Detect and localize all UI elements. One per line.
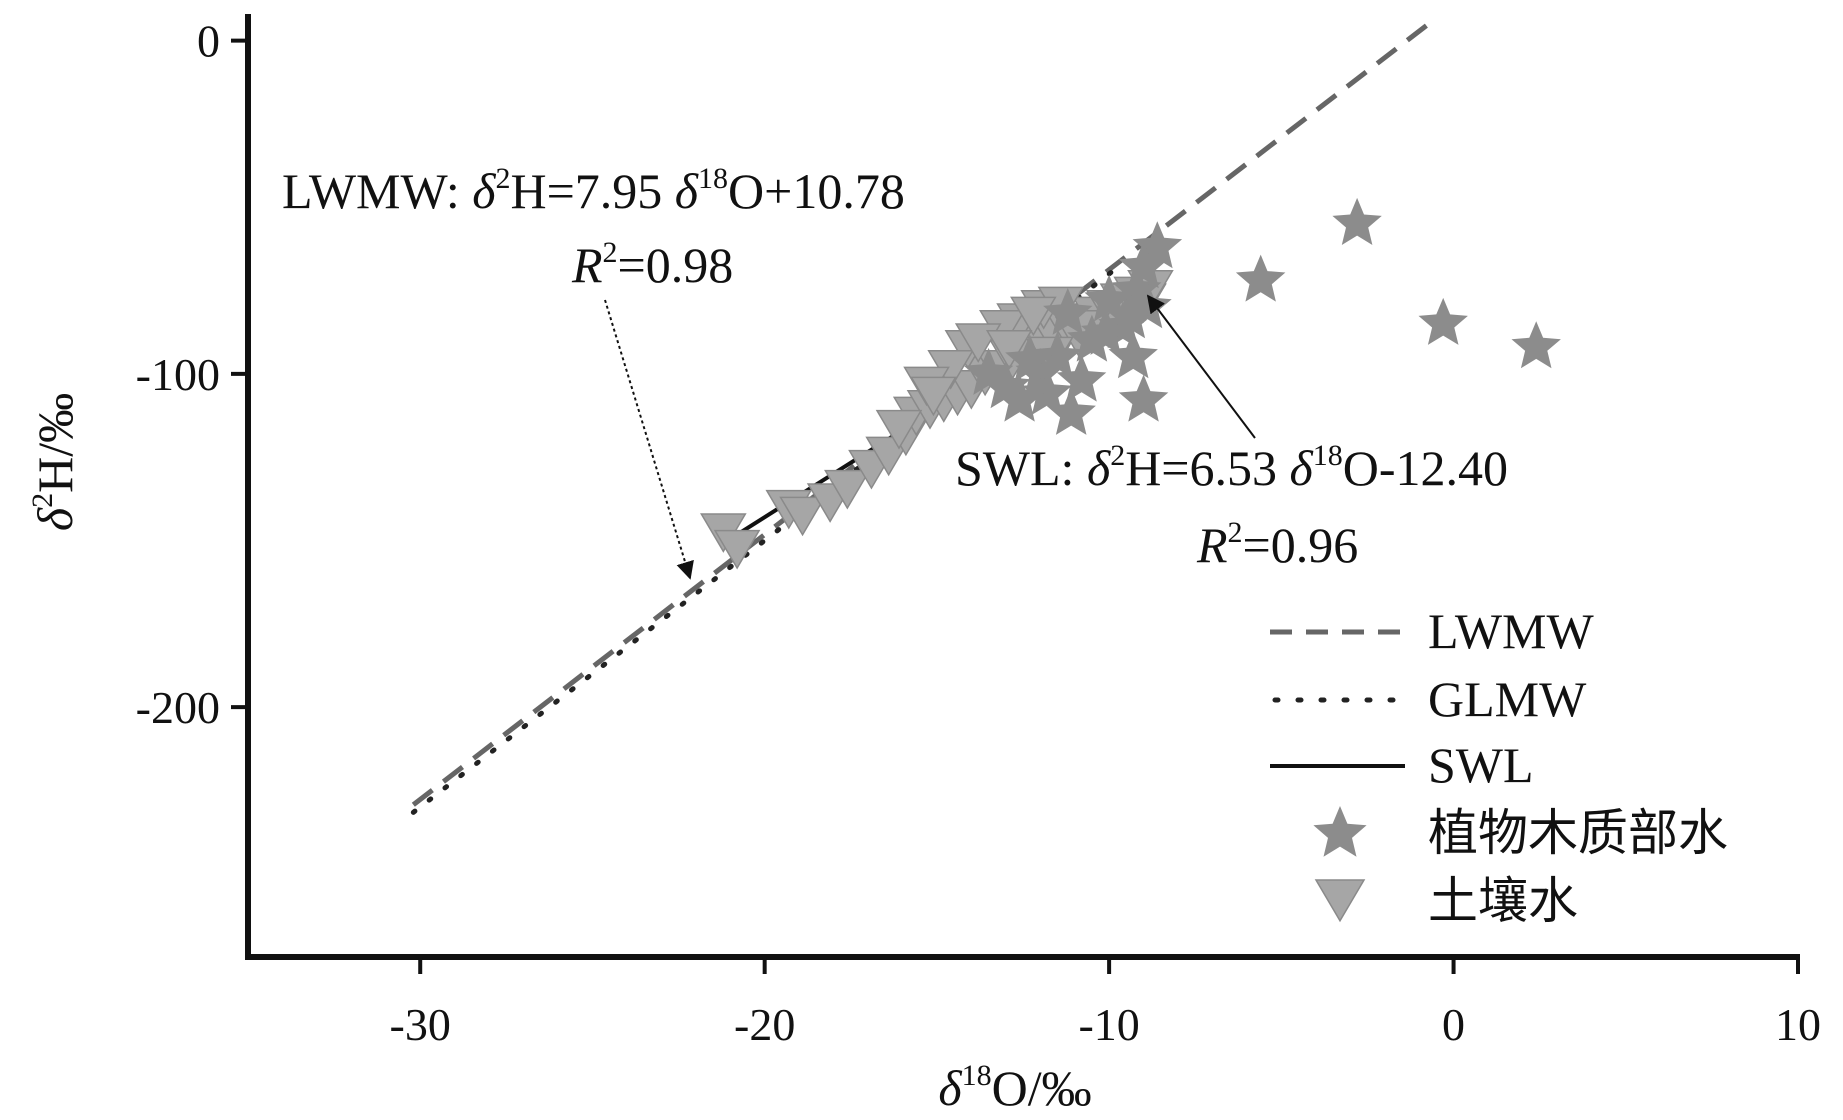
legend-star-marker — [1313, 806, 1367, 857]
svg-text:LWMW: δ2H=7.95 δ18O+10.78: LWMW: δ2H=7.95 δ18O+10.78 — [282, 162, 905, 219]
x-tick-label: 0 — [1442, 999, 1465, 1050]
soil-water-point — [824, 469, 871, 510]
legend-label-lwmw: LWMW — [1428, 603, 1594, 659]
stem-water-point — [994, 374, 1045, 422]
x-tick-label: -30 — [390, 999, 451, 1050]
legend-item-stem-water: 植物木质部水 — [1313, 805, 1728, 861]
stem-water-point — [963, 347, 1014, 395]
svg-text:SWL: δ2H=6.53 δ18O-12.40: SWL: δ2H=6.53 δ18O-12.40 — [955, 439, 1508, 496]
swl-equation-annotation: SWL: δ2H=6.53 δ18O-12.40 R2=0.96 — [955, 294, 1508, 573]
legend-item-swl: SWL — [1270, 737, 1534, 793]
stem-water-point — [1108, 331, 1158, 379]
legend-label-swl: SWL — [1428, 737, 1534, 793]
stem-water-point — [1118, 241, 1169, 289]
y-tick-label: -100 — [136, 349, 220, 400]
legend-triangle-shape — [1314, 879, 1366, 923]
svg-text:R2=0.96: R2=0.96 — [1196, 516, 1358, 573]
legend-star-shape — [1313, 806, 1367, 857]
lwmw-pointer-arrow — [604, 299, 694, 580]
stem-water-point — [1235, 254, 1286, 302]
y-tick-label: -200 — [136, 682, 220, 733]
stem-water-point — [1332, 197, 1382, 245]
legend: LWMW GLMW SWL 植物木质部水 土壤水 — [1270, 603, 1728, 929]
x-tick-label: -20 — [734, 999, 795, 1050]
stem-water-point — [1511, 321, 1561, 369]
soil-water-point — [910, 376, 957, 417]
x-axis-title: δ18O/‰ — [938, 1059, 1091, 1116]
stem-water-point — [1118, 374, 1169, 422]
lwmw-equation-annotation: LWMW: δ2H=7.95 δ18O+10.78 R2=0.98 — [282, 162, 905, 580]
y-tick-label: 0 — [197, 16, 220, 67]
legend-label-soil-water: 土壤水 — [1428, 873, 1578, 929]
line-lwmw — [411, 18, 1435, 807]
legend-label-glmw: GLMW — [1428, 671, 1587, 727]
stem-water-point — [1056, 354, 1107, 402]
data-points — [700, 197, 1561, 570]
legend-item-glmw: GLMW — [1272, 671, 1587, 727]
legend-item-lwmw: LWMW — [1270, 603, 1594, 659]
soil-water-point — [985, 329, 1033, 370]
stem-water-point — [1022, 367, 1072, 415]
x-tick-label: 10 — [1775, 999, 1821, 1050]
soil-water-point — [713, 529, 761, 570]
y-ticks: 0 -100 -200 — [136, 16, 248, 733]
stem-water-point — [1005, 334, 1055, 382]
y-axis-title: δ2H/‰ — [26, 393, 83, 531]
stem-water-point — [1043, 287, 1093, 335]
stem-water-point — [1046, 387, 1096, 435]
svg-text:R2=0.98: R2=0.98 — [571, 236, 733, 293]
swl-pointer-arrow — [1146, 294, 1256, 439]
soil-water-point — [875, 409, 923, 450]
legend-triangle-marker — [1314, 879, 1366, 923]
stem-water-point — [1418, 297, 1468, 345]
legend-label-stem-water: 植物木质部水 — [1428, 805, 1728, 861]
x-ticks: -30 -20 -10 0 10 — [390, 957, 1821, 1050]
stem-water-point — [1105, 291, 1155, 339]
legend-item-soil-water: 土壤水 — [1314, 873, 1578, 929]
x-tick-label: -10 — [1078, 999, 1139, 1050]
soil-water-point — [779, 496, 826, 537]
